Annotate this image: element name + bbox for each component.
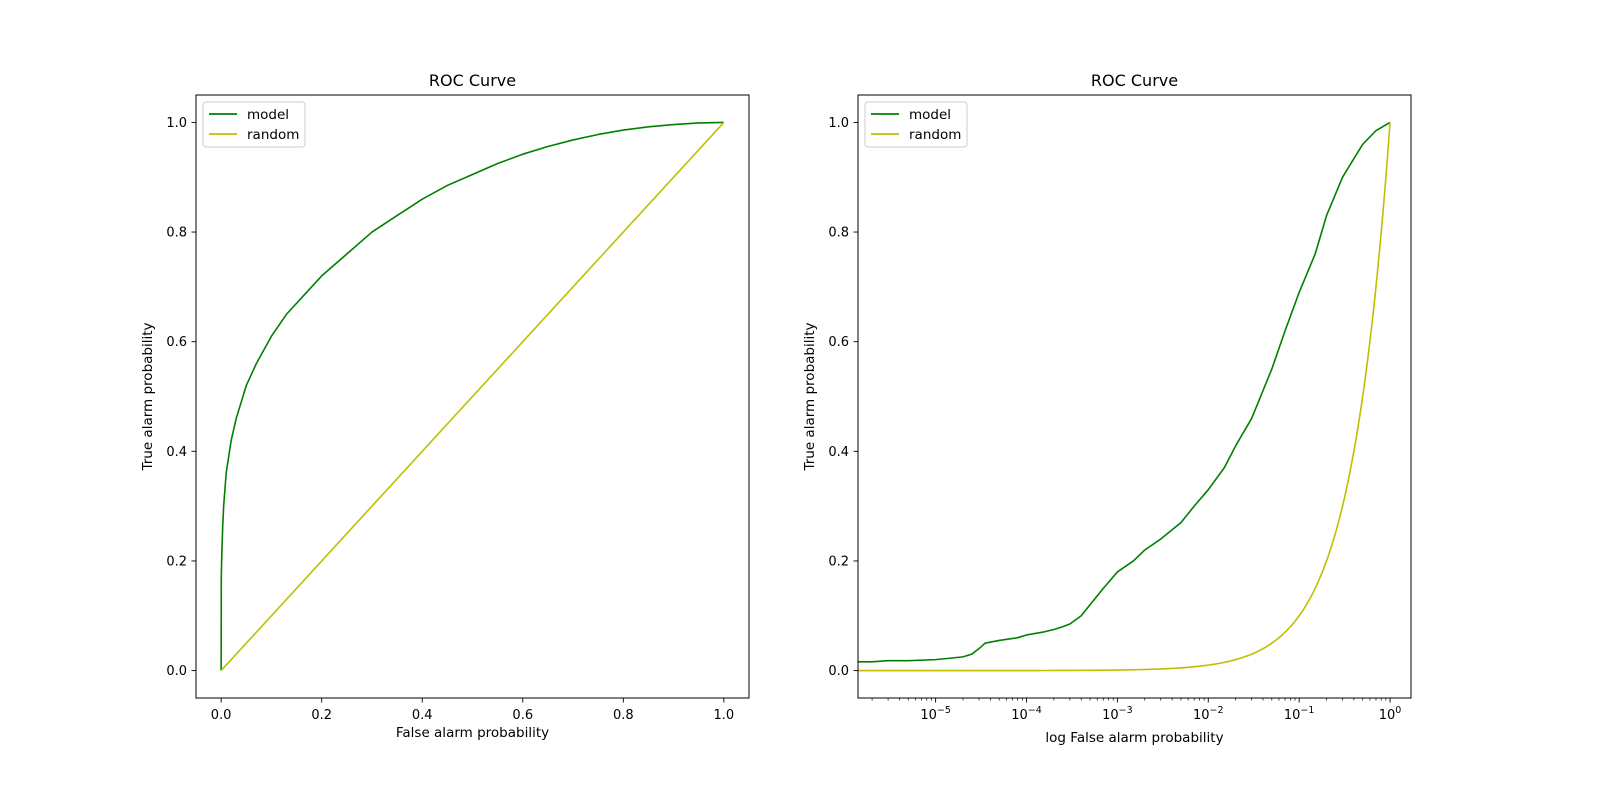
right-series-random-line: [858, 122, 1391, 672]
right-ticks: 10−5 10−4 10−3 10−2 10−1 100 0.0 0.2 0.4 0.6 0.8 1.…: [828, 116, 1401, 723]
left-x-tick-label: 0.8: [613, 708, 634, 723]
left-plot-frame: [195, 94, 750, 699]
right-x-tick-label: 10−3: [1102, 705, 1133, 723]
right-legend-model-label: model: [909, 107, 951, 123]
left-ticks: 0.0 0.2 0.4 0.6 0.8 1.0 0.0 0.2 0.4 0.6 0.8 1.0: [166, 116, 734, 723]
right-plot-frame: [857, 94, 1412, 699]
left-subplot: ROC Curve False alarm probability True a…: [140, 71, 750, 741]
right-y-tick-label: 0.2: [828, 554, 849, 569]
left-chart-title: ROC Curve: [429, 71, 516, 90]
right-x-axis-label: log False alarm probability: [1045, 730, 1223, 746]
right-x-tick-label: 100: [1379, 705, 1402, 723]
left-y-axis-label: True alarm probability: [140, 322, 156, 471]
right-subplot: ROC Curve log False alarm probability Tr…: [802, 71, 1412, 746]
left-legend: model random: [202, 101, 306, 148]
right-x-tick-label: 10−5: [920, 705, 951, 723]
left-y-tick-label: 0.6: [166, 335, 187, 350]
left-x-tick-label: 0.2: [311, 708, 332, 723]
right-series-model-line: [858, 121, 1391, 663]
left-x-tick-label: 0.4: [412, 708, 433, 723]
right-y-tick-label: 0.4: [828, 445, 849, 460]
left-x-axis-label: False alarm probability: [396, 725, 549, 741]
right-x-tick-label: 10−2: [1193, 705, 1224, 723]
right-legend-random-label: random: [909, 127, 961, 143]
right-y-tick-label: 0.0: [828, 664, 849, 679]
left-y-tick-label: 0.2: [166, 554, 187, 569]
left-plot-lines: [220, 121, 725, 672]
left-y-tick-label: 0.0: [166, 664, 187, 679]
right-chart-title: ROC Curve: [1091, 71, 1178, 90]
left-y-tick-label: 1.0: [166, 116, 187, 131]
left-x-tick-label: 1.0: [714, 708, 735, 723]
left-y-tick-label: 0.4: [166, 445, 187, 460]
right-legend: model random: [864, 101, 968, 148]
left-legend-random-label: random: [247, 127, 299, 143]
right-plot-lines: [858, 121, 1391, 672]
left-series-model-line: [220, 121, 724, 671]
right-y-axis-label: True alarm probability: [802, 322, 818, 471]
right-y-tick-label: 1.0: [828, 116, 849, 131]
left-y-tick-label: 0.8: [166, 226, 187, 241]
right-x-tick-label: 10−4: [1011, 705, 1042, 723]
right-x-tick-label: 10−1: [1284, 705, 1315, 723]
left-x-tick-label: 0.6: [512, 708, 533, 723]
left-series-random-line: [220, 121, 725, 672]
left-legend-model-label: model: [247, 107, 289, 123]
right-y-tick-label: 0.6: [828, 335, 849, 350]
left-x-tick-label: 0.0: [211, 708, 232, 723]
right-y-tick-label: 0.8: [828, 226, 849, 241]
